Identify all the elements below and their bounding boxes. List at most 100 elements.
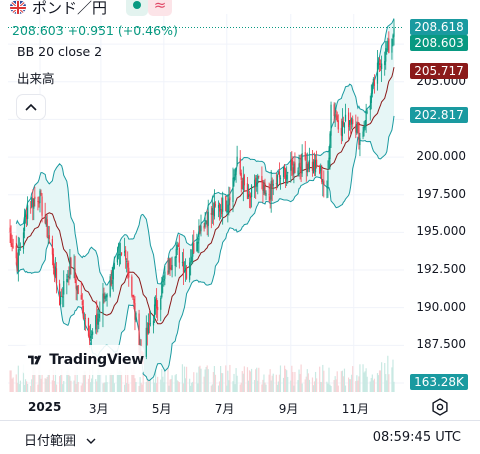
- candle-body: [170, 267, 172, 270]
- volume-bar: [18, 384, 20, 392]
- volume-bar: [269, 369, 271, 392]
- candle-body: [119, 254, 122, 256]
- candle-body: [41, 196, 43, 216]
- volume-bar: [10, 370, 12, 392]
- volume-bar: [221, 372, 223, 392]
- volume-bar: [128, 383, 130, 392]
- volume-bar: [336, 371, 338, 392]
- volume-bar: [160, 379, 162, 392]
- bollinger-fill: [16, 18, 395, 381]
- volume-bar: [156, 383, 158, 392]
- candle-body: [263, 184, 265, 194]
- volume-bar: [250, 368, 253, 392]
- volume-bar: [178, 382, 180, 392]
- market-open-dot-icon[interactable]: [126, 0, 148, 16]
- volume-bar: [192, 381, 194, 392]
- volume-bar: [84, 371, 87, 392]
- volume-bar: [46, 376, 48, 392]
- candle-body: [279, 177, 282, 180]
- volume-bar: [193, 372, 195, 392]
- candle-body: [184, 268, 187, 270]
- volume-bar: [311, 377, 314, 392]
- volume-bar: [349, 379, 351, 392]
- volume-bar: [240, 382, 242, 392]
- volume-bar: [142, 371, 144, 392]
- volume-bar: [103, 382, 105, 392]
- volume-bar: [157, 376, 159, 392]
- volume-bar: [229, 364, 231, 392]
- candle-body: [359, 138, 361, 146]
- candle-body: [128, 267, 130, 278]
- candle-body: [287, 172, 289, 174]
- volume-bar: [33, 364, 35, 392]
- volume-bar: [232, 381, 234, 392]
- tradingview-watermark[interactable]: TradingView: [22, 345, 144, 375]
- candle-body: [341, 121, 343, 137]
- volume-bar: [255, 369, 257, 392]
- volume-bar: [38, 365, 40, 392]
- candle-body: [148, 323, 150, 325]
- collapse-legend-button[interactable]: [17, 95, 45, 119]
- candle-body: [46, 219, 48, 237]
- clock-display[interactable]: 08:59:45 UTC: [372, 430, 461, 445]
- volume-bar: [358, 376, 360, 392]
- candle-body: [33, 198, 35, 209]
- candle-body: [45, 217, 47, 225]
- volume-bar: [356, 375, 358, 392]
- volume-bar: [225, 365, 227, 392]
- volume-bar: [199, 365, 201, 392]
- candle-body: [169, 258, 171, 270]
- volume-bar: [182, 383, 185, 392]
- candle-body: [145, 327, 147, 357]
- volume-bar: [344, 385, 347, 392]
- volume-bar: [298, 369, 300, 392]
- volume-bar: [249, 371, 252, 392]
- volume-bar: [48, 369, 50, 392]
- volume-label: 163.28K: [410, 374, 468, 390]
- approx-icon[interactable]: ≈: [148, 0, 172, 16]
- footer-divider: [0, 420, 480, 421]
- candle-body: [96, 313, 98, 325]
- volume-bar: [364, 371, 366, 392]
- volume-bar: [16, 382, 18, 392]
- candle-body: [198, 225, 200, 241]
- candle-body: [197, 241, 199, 244]
- candle-body: [183, 270, 186, 272]
- volume-bar: [271, 375, 273, 392]
- candle-body: [319, 165, 321, 174]
- volume-bar: [51, 380, 53, 392]
- candle-body: [364, 124, 366, 129]
- volume-bar: [217, 385, 220, 392]
- volume-legend[interactable]: 出来高: [17, 71, 55, 86]
- y-tick-label: 190.000: [416, 299, 466, 314]
- y-tick-label: 197.500: [416, 186, 466, 201]
- candle-body: [98, 313, 100, 319]
- volume-bar: [291, 365, 293, 392]
- candle-body: [147, 322, 149, 334]
- volume-bar: [102, 383, 104, 392]
- candle-body: [205, 220, 207, 222]
- date-range-button[interactable]: 日付範囲: [24, 430, 96, 449]
- volume-bar: [279, 365, 282, 392]
- gear-icon[interactable]: [431, 398, 449, 420]
- candle-body: [125, 249, 127, 260]
- candle-body: [132, 294, 134, 298]
- volume-bar: [352, 366, 354, 392]
- volume-bar: [270, 380, 272, 392]
- volume-bar: [11, 378, 13, 392]
- uk-flag-icon: [10, 0, 26, 14]
- candle-body: [330, 104, 332, 136]
- candle-body: [379, 66, 382, 68]
- volume-bar: [23, 384, 26, 392]
- volume-bar: [76, 366, 78, 392]
- volume-bar: [22, 364, 25, 392]
- candle-body: [54, 266, 57, 276]
- indicator-legend[interactable]: BB 20 close 2: [17, 44, 103, 59]
- symbol-title[interactable]: ポンド／円: [32, 0, 108, 17]
- volume-bar: [97, 368, 99, 392]
- candle-body: [264, 182, 266, 195]
- candle-body: [9, 227, 11, 233]
- candle-body: [61, 296, 63, 297]
- volume-bar: [287, 376, 289, 392]
